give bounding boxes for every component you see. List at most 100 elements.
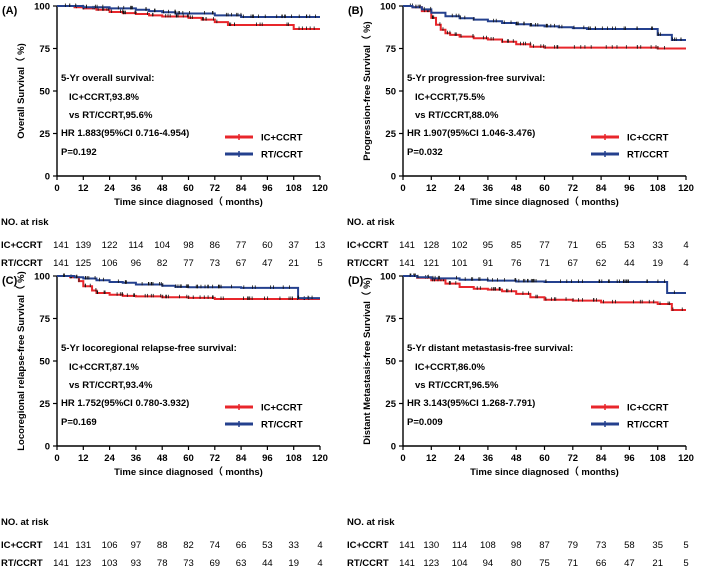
curve-rt-ccrt <box>403 275 686 294</box>
risk-count: 19 <box>288 558 299 569</box>
panel-a: (A) 0 25 50 75 100 0 12 24 36 48 60 72 84 96 108 120 Time… <box>1 2 328 270</box>
x-tick-label: 60 <box>183 183 194 194</box>
y-axis-title: Progression-free Survival（ %) <box>361 21 373 160</box>
x-tick-label: 0 <box>400 183 405 194</box>
risk-count: 60 <box>262 240 273 251</box>
risk-count: 91 <box>483 258 494 269</box>
y-tick-label: 100 <box>380 272 396 283</box>
risk-count: 130 <box>423 540 439 551</box>
risk-count: 104 <box>452 558 468 569</box>
risk-count: 69 <box>210 558 221 569</box>
annotation-line: vs RT/CCRT,88.0% <box>415 110 499 121</box>
risk-count: 96 <box>131 258 142 269</box>
risk-count: 67 <box>568 258 579 269</box>
x-tick-label: 96 <box>262 453 273 464</box>
risk-count: 82 <box>157 258 168 269</box>
legend-label: RT/CCRT <box>261 150 303 161</box>
risk-row-label: IC+CCRT <box>347 540 389 551</box>
risk-count: 103 <box>102 558 118 569</box>
y-tick-label: 100 <box>34 272 50 283</box>
risk-count: 62 <box>596 258 607 269</box>
x-tick-label: 12 <box>426 183 437 194</box>
x-tick-label: 84 <box>596 183 607 194</box>
risk-row-label: RT/CCRT <box>1 258 43 269</box>
risk-count: 19 <box>652 258 663 269</box>
annotation-line: vs RT/CCRT,96.5% <box>415 380 499 391</box>
x-tick-label: 24 <box>454 453 465 464</box>
censor-marks-rt-ccrt <box>409 273 675 294</box>
annotation-line: P=0.032 <box>407 147 443 158</box>
annotation-line: IC+CCRT,86.0% <box>415 362 486 373</box>
y-tick-label: 25 <box>385 129 396 140</box>
x-tick-label: 48 <box>157 183 168 194</box>
risk-count: 4 <box>683 240 688 251</box>
risk-count: 71 <box>568 240 579 251</box>
x-tick-label: 96 <box>624 183 635 194</box>
risk-count: 98 <box>183 240 194 251</box>
risk-count: 102 <box>452 240 468 251</box>
panel-d: (D) 0 25 50 75 100 0 12 24 36 48 60 72 84 96 108 120 Time… <box>347 272 694 570</box>
risk-count: 4 <box>683 258 688 269</box>
risk-count: 131 <box>75 540 91 551</box>
risk-row-label: IC+CCRT <box>1 540 43 551</box>
risk-count: 35 <box>652 540 663 551</box>
risk-count: 73 <box>210 258 221 269</box>
risk-count: 5 <box>317 258 322 269</box>
x-tick-label: 96 <box>262 183 273 194</box>
x-axis-title: Time since diagnosed（ months) <box>470 196 619 208</box>
x-tick-label: 84 <box>236 183 247 194</box>
risk-table-title: NO. at risk <box>347 217 395 228</box>
censor-marks-ic-ccrt <box>70 274 310 300</box>
x-tick-label: 72 <box>210 183 221 194</box>
risk-count: 94 <box>483 558 494 569</box>
risk-count: 123 <box>75 558 91 569</box>
risk-count: 77 <box>539 240 550 251</box>
x-tick-label: 36 <box>483 453 494 464</box>
y-tick-label: 75 <box>39 44 50 55</box>
annotation-line: IC+CCRT,87.1% <box>69 362 140 373</box>
x-tick-label: 36 <box>131 183 142 194</box>
annotation-line: HR 1.752(95%CI 0.780-3.932) <box>61 398 189 409</box>
risk-count: 66 <box>596 558 607 569</box>
annotation-line: HR 1.907(95%CI 1.046-3.476) <box>407 128 535 139</box>
risk-table-title: NO. at risk <box>1 217 49 228</box>
risk-count: 141 <box>53 558 69 569</box>
y-axis-title: Overall Survival（ %) <box>15 43 27 139</box>
annotation-line: IC+CCRT,75.5% <box>415 92 486 103</box>
risk-count: 63 <box>236 558 247 569</box>
risk-count: 33 <box>652 240 663 251</box>
x-tick-label: 36 <box>131 453 142 464</box>
legend-label: RT/CCRT <box>261 420 303 431</box>
risk-count: 79 <box>568 540 579 551</box>
x-tick-label: 96 <box>624 453 635 464</box>
y-tick-label: 100 <box>380 2 396 13</box>
risk-count: 141 <box>399 258 415 269</box>
curve-rt-ccrt <box>57 275 320 300</box>
y-tick-label: 100 <box>34 2 50 13</box>
risk-count: 87 <box>539 540 550 551</box>
curve-ic-ccrt <box>403 5 686 50</box>
risk-count: 65 <box>596 240 607 251</box>
panel-label: (B) <box>348 5 364 17</box>
risk-count: 44 <box>624 258 635 269</box>
annotation-line: 5-Yr distant metastasis-free survival: <box>407 343 573 354</box>
risk-count: 73 <box>183 558 194 569</box>
curve-ic-ccrt <box>57 5 320 30</box>
y-tick-label: 50 <box>385 357 396 368</box>
risk-count: 141 <box>399 540 415 551</box>
x-tick-label: 108 <box>286 453 302 464</box>
x-tick-label: 72 <box>568 183 579 194</box>
y-tick-label: 0 <box>391 172 396 183</box>
risk-count: 21 <box>652 558 663 569</box>
panel-label: (C) <box>2 275 18 287</box>
risk-count: 74 <box>210 540 221 551</box>
risk-count: 139 <box>75 240 91 251</box>
x-tick-label: 108 <box>650 453 666 464</box>
x-axis-title: Time since diagnosed（ months) <box>114 196 263 208</box>
annotation-line: HR 3.143(95%CI 1.268-7.791) <box>407 398 535 409</box>
risk-row-label: IC+CCRT <box>1 240 43 251</box>
censor-marks-rt-ccrt <box>63 273 313 300</box>
risk-count: 47 <box>624 558 635 569</box>
y-tick-label: 75 <box>385 44 396 55</box>
annotation-line: vs RT/CCRT,93.4% <box>69 380 153 391</box>
